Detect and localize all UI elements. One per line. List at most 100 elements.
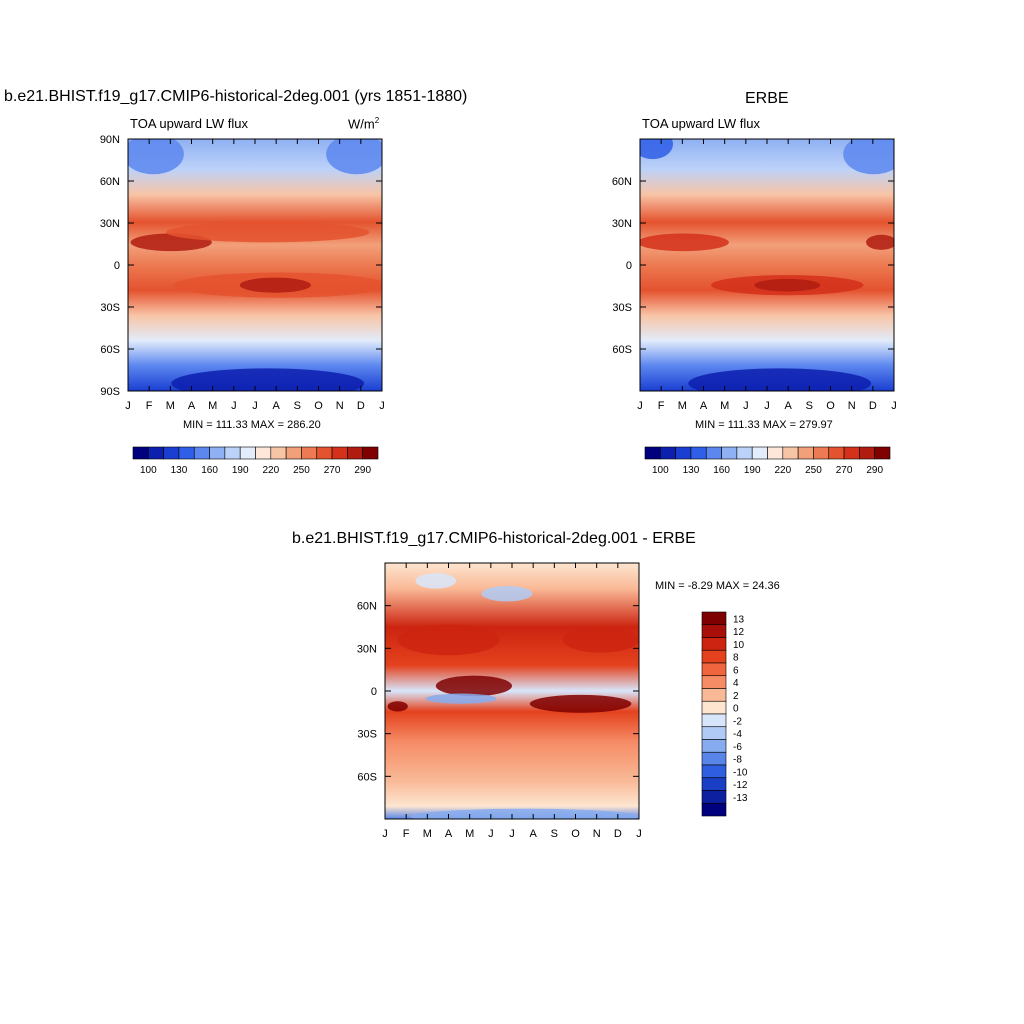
obs-contour-blob [754, 278, 821, 292]
diff-contour-blob [397, 624, 500, 656]
model-units-label: W/m2 [348, 116, 379, 131]
units-superscript: 2 [374, 116, 380, 125]
diff-colorbar-label: 4 [733, 678, 739, 689]
model-colorbar-label: 130 [171, 465, 188, 476]
obs-y-tick-label: 0 [626, 260, 632, 272]
obs-variable-label: TOA upward LW flux [642, 116, 761, 131]
obs-colorbar-label: 130 [683, 465, 700, 476]
diff-y-tick-label: 60N [357, 601, 377, 613]
model-colorbar-swatch [255, 446, 272, 460]
diff-colorbar-swatch [701, 688, 727, 702]
obs-contour-blob [640, 233, 729, 252]
obs-colorbar-swatch [767, 446, 784, 460]
model-x-tick-label: F [146, 400, 153, 412]
model-colorbar-label: 270 [324, 465, 341, 476]
model-colorbar-label: 220 [262, 465, 279, 476]
model-colorbar-swatch [362, 446, 379, 460]
obs-x-tick-label: J [891, 400, 897, 412]
diff-colorbar-swatch [701, 624, 727, 638]
diff-colorbar-label: 13 [733, 614, 745, 625]
obs-contour-features [640, 139, 894, 391]
diff-colorbar-swatch [701, 637, 727, 651]
model-x-tick-label: M [208, 400, 217, 412]
diff-colorbar-label: 0 [733, 704, 739, 715]
obs-contour-blob [640, 139, 674, 160]
diff-colorbar-label: -4 [733, 729, 742, 740]
diff-stats: MIN = -8.29 MAX = 24.36 [655, 580, 780, 592]
obs-field [640, 139, 894, 391]
diff-x-tick-label: O [571, 828, 580, 840]
model-y-tick-label: 90S [100, 386, 120, 398]
model-colorbar-swatch [178, 446, 195, 460]
model-x-tick-label: A [272, 400, 280, 412]
model-y-tick-label: 90N [100, 134, 120, 146]
model-x-tick-label: D [357, 400, 365, 412]
diff-colorbar-label: -13 [733, 793, 748, 804]
diff-x-tick-label: N [593, 828, 601, 840]
diff-colorbar-label: -6 [733, 742, 742, 753]
obs-colorbar-swatch [690, 446, 707, 460]
diff-contour-features [387, 573, 639, 819]
model-x-tick-label: N [336, 400, 344, 412]
model-stats: MIN = 111.33 MAX = 286.20 [183, 419, 321, 431]
diff-colorbar-swatch [701, 764, 727, 779]
obs-colorbar-swatch [797, 446, 814, 460]
model-y-tick-label: 30S [100, 302, 120, 314]
model-variable-label: TOA upward LW flux [130, 116, 249, 131]
obs-colorbar-swatch [705, 446, 722, 460]
obs-x-tick-label: D [869, 400, 877, 412]
model-colorbar-swatch [285, 446, 302, 460]
obs-colorbar-label: 220 [774, 465, 791, 476]
obs-y-tick-label: 30S [612, 302, 632, 314]
obs-colorbar-swatch [644, 446, 661, 460]
model-colorbar-swatch [148, 446, 164, 460]
obs-colorbar-label: 190 [744, 465, 761, 476]
diff-contour-blob [410, 808, 639, 819]
obs-contour-blob [843, 139, 894, 175]
model-colorbar-swatch [132, 446, 149, 460]
diff-x-tick-label: F [403, 828, 410, 840]
diff-colorbar-swatch [701, 777, 727, 791]
obs-panel-title: ERBE [745, 90, 789, 107]
diff-field-background [385, 563, 639, 819]
obs-x-tick-label: A [700, 400, 708, 412]
diff-y-tick-label: 30S [357, 729, 377, 741]
diff-contour-blob [435, 675, 512, 697]
diff-colorbar-label: 2 [733, 691, 739, 702]
model-colorbar-swatch [224, 446, 241, 460]
model-colorbar-swatch [331, 446, 348, 460]
diff-x-tick-label: D [614, 828, 622, 840]
model-x-tick-label: J [252, 400, 258, 412]
diff-contour-blob [387, 701, 408, 712]
model-colorbar-swatch [316, 446, 333, 460]
obs-colorbar-swatch [675, 446, 692, 460]
obs-colorbar-swatch [782, 446, 799, 460]
diff-x-tick-label: A [445, 828, 453, 840]
diff-colorbar: 13 12 10 86 4 2 0-2 -4 -6 -8-10 -12 -13 [701, 611, 748, 817]
diff-x-tick-label: M [465, 828, 474, 840]
model-colorbar-label: 160 [201, 465, 218, 476]
diff-colorbar-label: -2 [733, 716, 742, 727]
obs-colorbar-label: 100 [652, 465, 669, 476]
model-panel-title: b.e21.BHIST.f19_g17.CMIP6-historical-2de… [4, 88, 468, 105]
diff-colorbar-swatch [701, 662, 727, 677]
diff-panel-title: b.e21.BHIST.f19_g17.CMIP6-historical-2de… [292, 530, 696, 547]
obs-x-tick-label: J [743, 400, 749, 412]
obs-x-tick-label: O [826, 400, 835, 412]
diff-colorbar-label: -8 [733, 755, 742, 766]
model-colorbar-swatch [209, 446, 226, 460]
diff-x-tick-label: A [529, 828, 537, 840]
model-contour-blob [166, 222, 370, 243]
model-contour-blob [171, 368, 365, 391]
obs-colorbar-label: 290 [866, 465, 883, 476]
diff-colorbar-swatch [701, 802, 727, 817]
model-colorbar-label: 100 [140, 465, 157, 476]
obs-contour-blob [688, 368, 872, 391]
obs-colorbar: 100 130 160 190 220 250 270 290 [644, 446, 891, 476]
model-y-tick-label: 0 [114, 260, 120, 272]
diff-colorbar-label: -10 [733, 767, 748, 778]
diff-colorbar-label: 8 [733, 653, 739, 664]
